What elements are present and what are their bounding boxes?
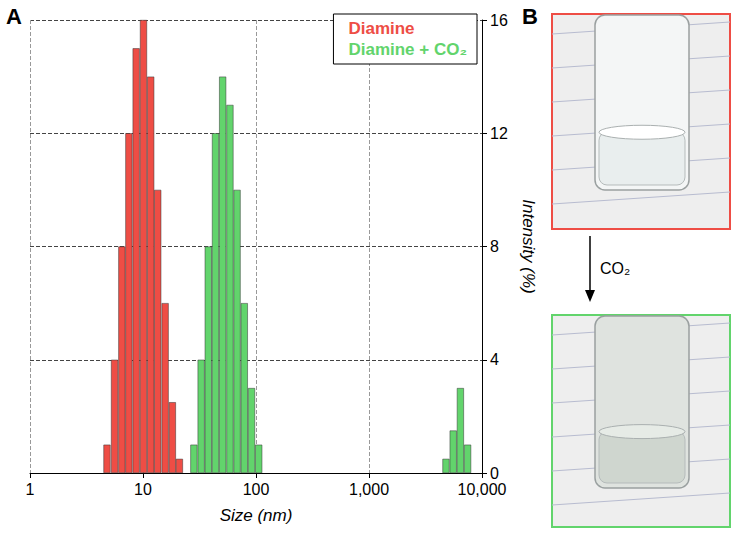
svg-text:16: 16 [490,12,508,29]
svg-text:Intensity (%): Intensity (%) [519,199,538,293]
svg-text:1,000: 1,000 [349,481,389,498]
svg-text:100: 100 [243,481,270,498]
svg-text:1: 1 [26,481,35,498]
svg-text:12: 12 [490,125,508,142]
svg-text:0: 0 [490,465,499,482]
html-text:B: B [522,4,538,29]
svg-text:CO₂: CO₂ [600,260,630,277]
svg-text:Diamine + CO₂: Diamine + CO₂ [348,40,467,59]
svg-text:10: 10 [134,481,152,498]
svg-text:10,000: 10,000 [458,481,507,498]
svg-text:4: 4 [490,351,499,368]
svg-text:Size (nm): Size (nm) [220,506,293,525]
svg-text:8: 8 [490,238,499,255]
html-text:A: A [6,4,22,29]
svg-text:Diamine: Diamine [348,19,414,38]
